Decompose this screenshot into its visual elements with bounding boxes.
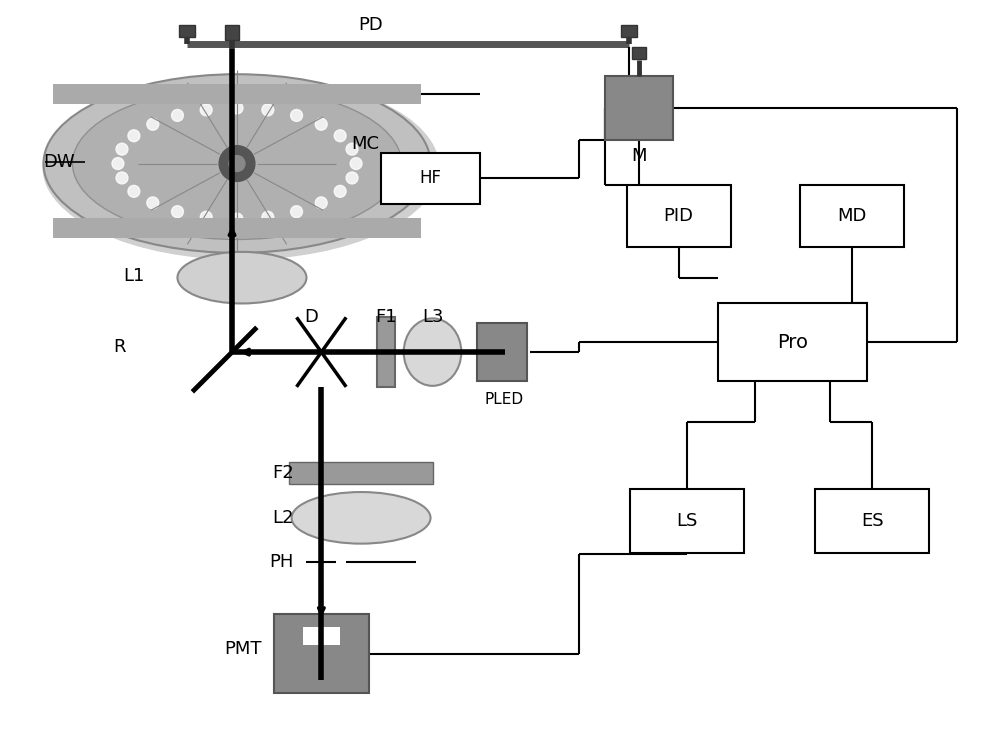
FancyBboxPatch shape <box>289 463 433 484</box>
Text: R: R <box>113 338 125 356</box>
FancyBboxPatch shape <box>477 324 527 381</box>
Text: L2: L2 <box>272 509 294 527</box>
Circle shape <box>291 206 303 217</box>
Circle shape <box>112 157 124 170</box>
Circle shape <box>334 185 346 198</box>
FancyBboxPatch shape <box>632 48 646 59</box>
Circle shape <box>200 104 212 116</box>
Circle shape <box>147 197 159 209</box>
Circle shape <box>172 206 183 217</box>
FancyBboxPatch shape <box>718 304 867 381</box>
FancyBboxPatch shape <box>630 488 744 553</box>
Circle shape <box>200 212 212 223</box>
FancyBboxPatch shape <box>815 488 929 553</box>
FancyBboxPatch shape <box>605 75 673 141</box>
FancyBboxPatch shape <box>53 84 421 104</box>
Circle shape <box>147 119 159 130</box>
Ellipse shape <box>73 88 402 239</box>
Text: ES: ES <box>861 512 883 530</box>
Circle shape <box>219 146 255 182</box>
Circle shape <box>350 157 362 170</box>
Text: LS: LS <box>676 512 697 530</box>
Text: L1: L1 <box>123 266 144 285</box>
Circle shape <box>291 110 303 122</box>
Text: PMT: PMT <box>224 640 262 658</box>
Text: F1: F1 <box>375 308 397 326</box>
Text: HF: HF <box>420 169 442 187</box>
Circle shape <box>315 197 327 209</box>
Circle shape <box>229 156 245 171</box>
Text: F2: F2 <box>272 464 294 482</box>
Circle shape <box>231 102 243 114</box>
FancyBboxPatch shape <box>621 25 637 37</box>
Ellipse shape <box>292 492 431 544</box>
FancyBboxPatch shape <box>303 627 340 645</box>
Circle shape <box>346 172 358 184</box>
Circle shape <box>116 172 128 184</box>
Circle shape <box>315 119 327 130</box>
Text: MD: MD <box>838 207 867 225</box>
Text: L3: L3 <box>422 308 443 326</box>
FancyBboxPatch shape <box>800 185 904 247</box>
Text: MC: MC <box>351 135 379 153</box>
Circle shape <box>262 104 274 116</box>
Circle shape <box>346 143 358 155</box>
Text: PD: PD <box>359 15 383 34</box>
Text: DW: DW <box>43 152 75 171</box>
Circle shape <box>262 212 274 223</box>
Ellipse shape <box>177 252 306 304</box>
Text: D: D <box>305 308 318 326</box>
FancyBboxPatch shape <box>53 218 421 238</box>
FancyBboxPatch shape <box>627 185 731 247</box>
FancyBboxPatch shape <box>377 318 395 386</box>
Circle shape <box>128 130 140 142</box>
FancyBboxPatch shape <box>179 25 195 37</box>
Circle shape <box>172 110 183 122</box>
FancyBboxPatch shape <box>225 25 239 40</box>
Text: Pro: Pro <box>777 332 808 351</box>
Text: PLED: PLED <box>484 392 524 407</box>
Ellipse shape <box>42 75 439 260</box>
Circle shape <box>334 130 346 142</box>
FancyBboxPatch shape <box>381 153 480 204</box>
Circle shape <box>116 143 128 155</box>
Text: PH: PH <box>269 553 294 572</box>
Circle shape <box>128 185 140 198</box>
Ellipse shape <box>404 318 461 386</box>
FancyBboxPatch shape <box>274 614 369 693</box>
Circle shape <box>231 213 243 225</box>
Text: PID: PID <box>664 207 694 225</box>
Ellipse shape <box>43 74 431 253</box>
Text: M: M <box>631 146 647 165</box>
